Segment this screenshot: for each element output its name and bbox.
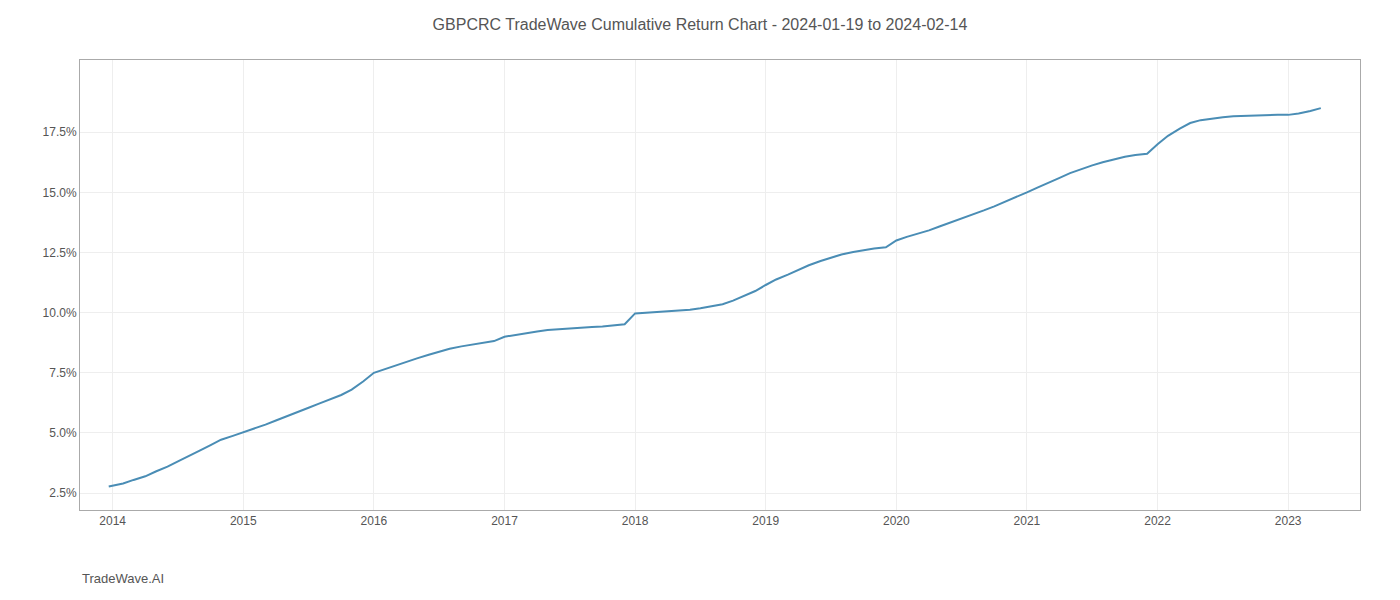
svg-text:12.5%: 12.5% (43, 246, 77, 260)
svg-text:2015: 2015 (230, 514, 257, 528)
svg-text:2021: 2021 (1014, 514, 1041, 528)
svg-text:2022: 2022 (1144, 514, 1171, 528)
svg-text:7.5%: 7.5% (49, 366, 77, 380)
svg-text:2019: 2019 (752, 514, 779, 528)
svg-text:GBPCRC TradeWave Cumulative Re: GBPCRC TradeWave Cumulative Return Chart… (433, 16, 968, 33)
svg-text:2018: 2018 (622, 514, 649, 528)
svg-text:2014: 2014 (99, 514, 126, 528)
svg-text:17.5%: 17.5% (43, 125, 77, 139)
svg-text:5.0%: 5.0% (49, 426, 77, 440)
svg-text:10.0%: 10.0% (43, 306, 77, 320)
svg-text:TradeWave.AI: TradeWave.AI (82, 571, 164, 586)
svg-text:2016: 2016 (361, 514, 388, 528)
svg-text:2.5%: 2.5% (49, 486, 77, 500)
svg-text:2020: 2020 (883, 514, 910, 528)
svg-text:15.0%: 15.0% (43, 186, 77, 200)
svg-text:2023: 2023 (1275, 514, 1302, 528)
svg-text:2017: 2017 (491, 514, 518, 528)
